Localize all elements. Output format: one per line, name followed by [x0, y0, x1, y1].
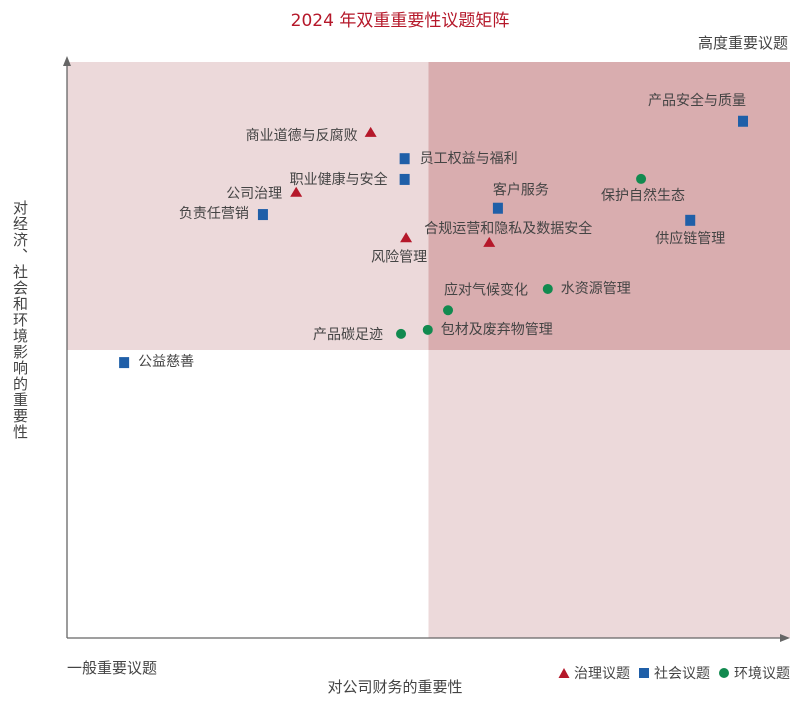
point-label: 客户服务 — [493, 182, 549, 199]
governance-point — [400, 232, 413, 243]
square-icon — [639, 668, 649, 678]
point-label: 应对气候变化 — [444, 281, 528, 298]
legend-label: 治理议题 — [574, 666, 630, 682]
point-label: 产品安全与质量 — [648, 92, 746, 109]
point-label: 商业道德与反腐败 — [246, 127, 358, 144]
environment-point — [636, 173, 647, 184]
point-label: 产品碳足迹 — [313, 327, 383, 343]
point-label: 供应链管理 — [655, 230, 725, 247]
social-point — [399, 153, 410, 165]
x-axis-arrow — [780, 634, 790, 642]
governance-point — [364, 126, 377, 137]
low-importance-label: 一般重要议题 — [67, 659, 158, 677]
point-label: 公司治理 — [226, 186, 282, 202]
point-label: 水资源管理 — [561, 281, 631, 297]
quadrant-bottom-right — [428, 350, 790, 638]
triangle-icon — [558, 668, 570, 678]
legend-label: 社会议题 — [654, 666, 710, 682]
legend-item-social: 社会议题 — [638, 663, 710, 683]
point-label: 公益慈善 — [138, 354, 194, 370]
legend-item-governance: 治理议题 — [558, 663, 630, 683]
environment-point — [542, 283, 553, 294]
social-point — [399, 173, 410, 185]
social-point — [738, 115, 749, 127]
social-point — [492, 202, 503, 214]
legend: 治理议题 社会议题 环境议题 — [558, 663, 790, 683]
y-axis-arrow — [63, 56, 71, 66]
point-label: 保护自然生态 — [601, 187, 685, 204]
quadrant-top-right — [428, 62, 790, 350]
point-label: 员工权益与福利 — [420, 151, 518, 167]
y-axis-label: 对经济、社会和环境影响的重要性 — [11, 200, 29, 440]
point-label: 职业健康与安全 — [290, 171, 388, 188]
quadrant-top-left — [67, 62, 429, 350]
circle-icon — [719, 668, 729, 678]
chart-title: 2024 年双重重要性议题矩阵 — [290, 11, 510, 31]
governance-point — [290, 186, 303, 197]
social-point — [119, 357, 130, 369]
environment-point — [443, 305, 454, 316]
point-label: 包材及废弃物管理 — [441, 322, 553, 338]
legend-label: 环境议题 — [734, 666, 790, 682]
social-point — [685, 214, 696, 226]
high-importance-label: 高度重要议题 — [697, 34, 788, 52]
point-label: 合规运营和隐私及数据安全 — [424, 220, 592, 237]
social-point — [257, 209, 268, 221]
legend-item-environment: 环境议题 — [718, 663, 790, 683]
environment-point — [422, 324, 433, 335]
point-label: 负责任营销 — [179, 206, 249, 222]
point-label: 风险管理 — [371, 249, 427, 265]
governance-point — [483, 236, 496, 247]
environment-point — [396, 328, 407, 339]
x-axis-label: 对公司财务的重要性 — [327, 678, 463, 696]
